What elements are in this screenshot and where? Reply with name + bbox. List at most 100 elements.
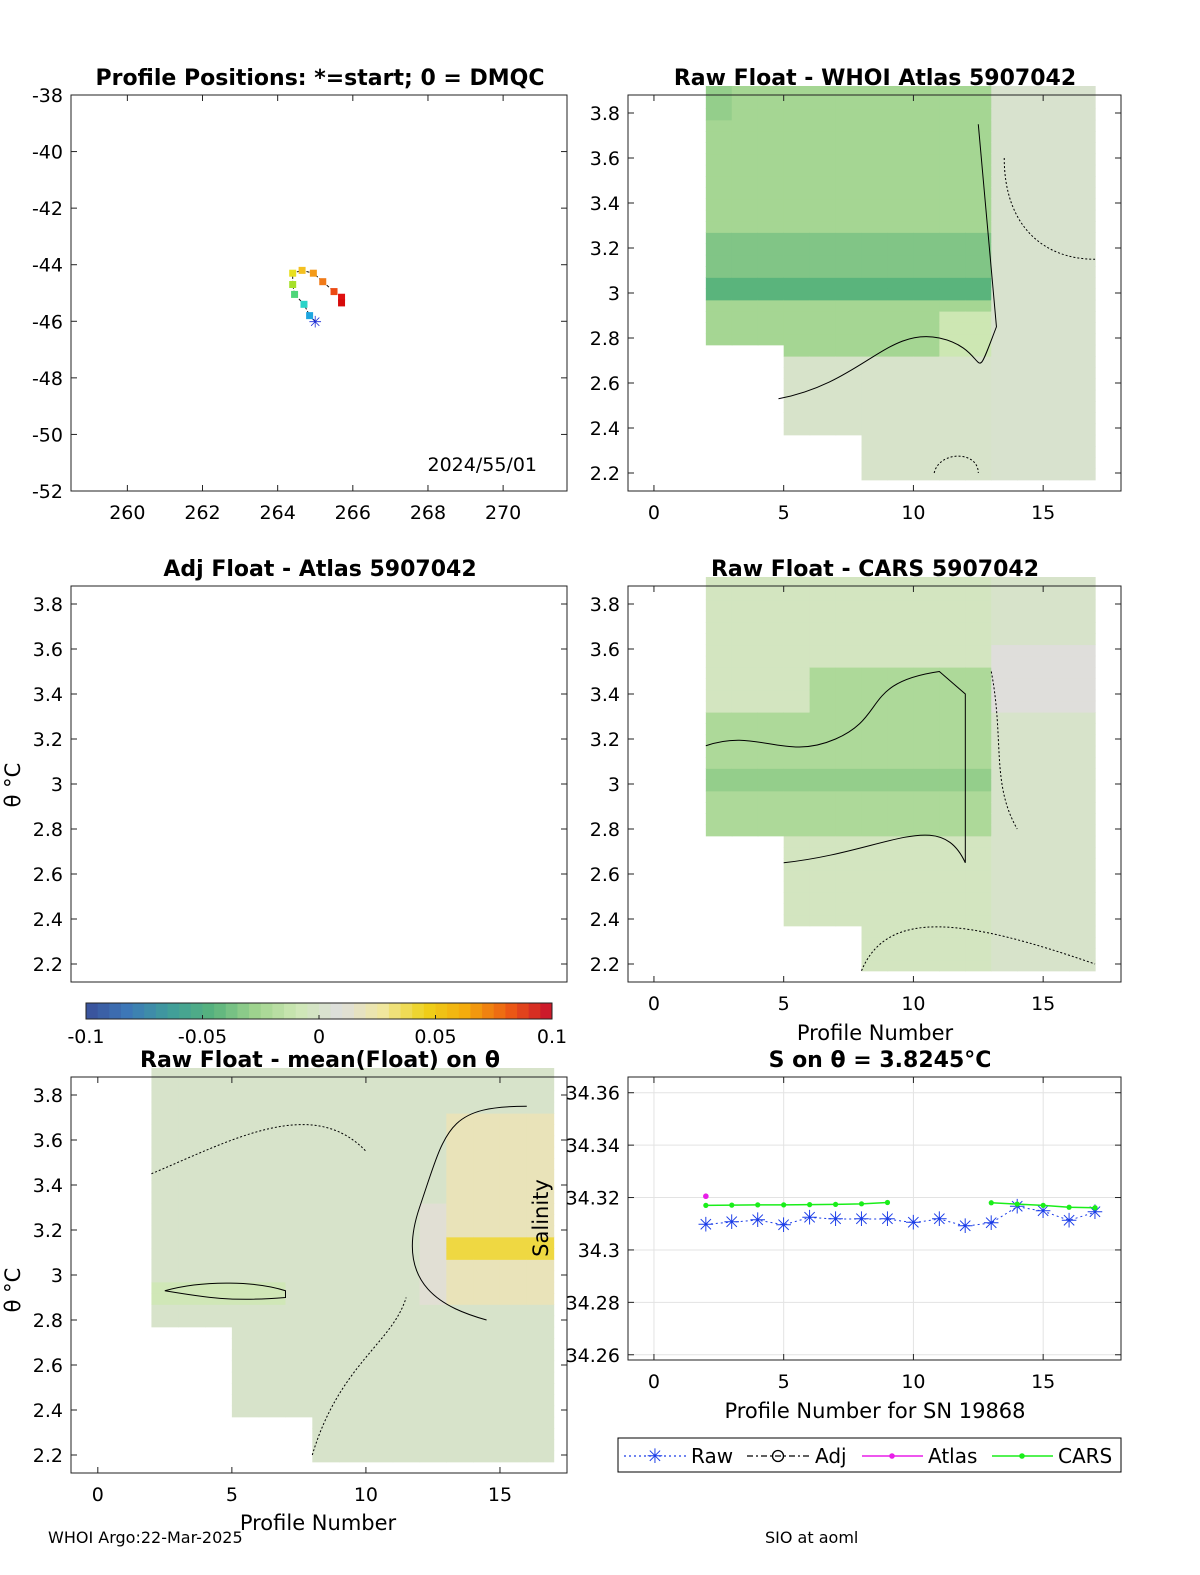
- heat-cell: [991, 367, 1018, 380]
- heat-cell: [1043, 457, 1070, 470]
- heat-cell: [1069, 633, 1096, 646]
- heat-cell: [285, 1169, 313, 1182]
- heat-cell: [473, 1248, 501, 1260]
- legend-cars-marker: [1019, 1453, 1025, 1459]
- ytick-label: 3: [51, 1265, 63, 1287]
- heat-cell: [446, 1248, 474, 1260]
- heat-cell: [365, 1416, 394, 1429]
- heat-cell: [913, 914, 940, 927]
- heat-cell: [499, 1158, 528, 1170]
- heat-cell: [809, 610, 837, 623]
- heat-cell: [1069, 892, 1096, 904]
- heat-cell: [339, 1124, 367, 1137]
- heat-cell: [1017, 176, 1044, 188]
- heat-cell: [887, 667, 915, 679]
- heat-cell: [151, 1214, 179, 1227]
- heat-cell: [1069, 153, 1096, 166]
- heat-cell: [1017, 790, 1044, 803]
- heat-cell: [731, 577, 759, 589]
- heat-cell: [861, 344, 889, 357]
- heat-cell: [757, 577, 785, 589]
- heat-cell: [499, 1349, 528, 1362]
- heat-cell: [446, 1428, 474, 1440]
- heat-cell: [705, 610, 733, 623]
- heat-cell: [965, 723, 992, 736]
- series-raw-point: ✳: [775, 1213, 792, 1237]
- heat-cell: [178, 1135, 206, 1148]
- heat-cell: [473, 1068, 501, 1080]
- ytick-label: 34.28: [566, 1292, 620, 1314]
- heat-cell: [285, 1079, 313, 1092]
- heat-cell: [965, 622, 992, 634]
- heat-cell: [231, 1248, 260, 1260]
- heat-cell: [887, 254, 915, 267]
- heat-cell: [783, 322, 811, 335]
- heat-cell: [1069, 655, 1096, 668]
- heat-cell: [887, 644, 915, 657]
- heat-cell: [835, 655, 863, 668]
- heat-cell: [1017, 243, 1044, 256]
- heat-cell: [965, 644, 992, 657]
- heat-cell: [861, 333, 889, 346]
- heat-cell: [1069, 277, 1096, 290]
- heat-cell: [783, 599, 811, 612]
- heat-cell: [1043, 723, 1070, 736]
- heat-cell: [705, 243, 733, 256]
- heat-cell: [809, 97, 837, 110]
- heat-cell: [783, 97, 811, 110]
- heat-cell: [392, 1236, 421, 1249]
- ytick-label: 3.2: [33, 729, 63, 751]
- heat-cell: [1069, 412, 1096, 425]
- heat-cell: [991, 468, 1018, 481]
- heat-cell: [705, 790, 733, 803]
- heat-cell: [991, 131, 1018, 143]
- heat-cell: [339, 1146, 367, 1159]
- heat-cell: [1043, 209, 1070, 222]
- heat-cell: [1017, 356, 1044, 368]
- heat-cell: [1069, 858, 1096, 871]
- heat-cell: [861, 835, 889, 848]
- heat-cell: [861, 367, 889, 380]
- heat-cell: [1069, 176, 1096, 188]
- ytick-label: 3: [608, 283, 620, 305]
- heat-cell: [835, 142, 863, 155]
- ytick-label: 2.4: [33, 909, 63, 931]
- heat-cell: [1043, 824, 1070, 837]
- heat-cell: [705, 176, 733, 188]
- heat-cell: [965, 299, 992, 312]
- heat-cell: [419, 1338, 447, 1350]
- heat-cell: [473, 1315, 501, 1328]
- heat-cell: [1069, 97, 1096, 110]
- heat-cell: [285, 1326, 313, 1339]
- heat-cell: [991, 655, 1018, 668]
- heat-cell: [1043, 254, 1070, 267]
- heat-cell: [1043, 378, 1070, 391]
- heat-cell: [809, 243, 837, 256]
- panel-raw-whoi-atlas: 0 5 10 152.22.42.62.833.23.43.63.8: [590, 86, 1122, 524]
- heat-cell: [151, 1101, 179, 1114]
- heat-cell: [835, 108, 863, 121]
- heat-cell: [835, 367, 863, 380]
- heat-cell: [312, 1315, 340, 1328]
- heat-cell: [965, 959, 992, 972]
- heat-cell: [705, 655, 733, 668]
- heat-cell: [205, 1304, 233, 1317]
- heat-cell: [1017, 187, 1044, 200]
- heat-cell: [731, 723, 759, 736]
- heat-cell: [446, 1383, 474, 1395]
- heat-cell: [757, 277, 785, 290]
- heat-cell: [705, 712, 733, 724]
- heat-cell: [809, 131, 837, 143]
- heat-cell: [731, 142, 759, 155]
- heat-cell: [365, 1326, 394, 1339]
- heat-cell: [965, 356, 992, 368]
- heat-cell: [965, 198, 992, 211]
- heat-cell: [705, 633, 733, 646]
- heat-cell: [913, 835, 940, 848]
- heat-cell: [231, 1338, 260, 1350]
- xtick-label: 10: [901, 993, 925, 1015]
- heat-cell: [419, 1293, 447, 1305]
- heat-cell: [365, 1450, 394, 1463]
- heat-cell: [499, 1439, 528, 1452]
- heat-cell: [731, 254, 759, 267]
